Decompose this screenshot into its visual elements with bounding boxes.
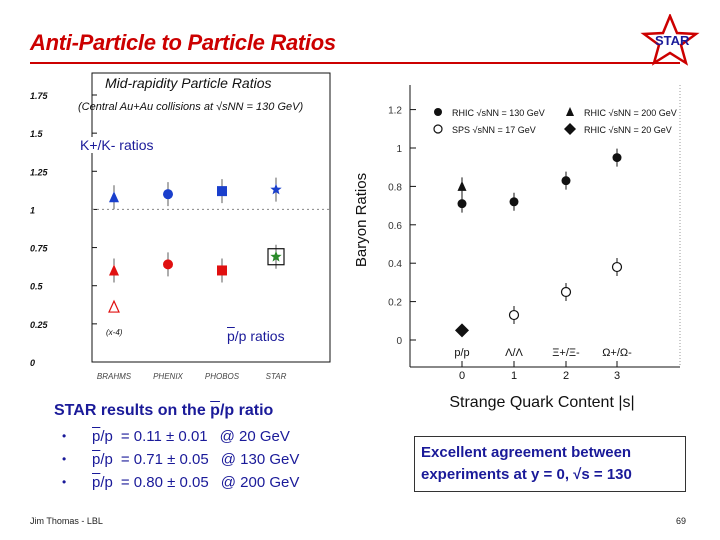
right-particle-label: p/p	[454, 347, 469, 359]
ratio-energy: @ 20 GeV	[219, 428, 290, 445]
star-pp-box	[267, 248, 285, 266]
right-xtick-label: 1	[511, 370, 517, 382]
legend-marker	[564, 123, 576, 135]
logo-text: STAR	[655, 33, 690, 48]
left-category-label: PHOBOS	[205, 372, 240, 381]
right-xtick-label: 2	[563, 370, 569, 382]
ratio-label: p/p	[92, 451, 113, 468]
kk-ratio-point	[109, 191, 119, 203]
ratio-energy: @ 130 GeV	[220, 451, 300, 468]
left-ytick-label: 1.5	[30, 129, 44, 139]
right-particle-label: Ω+/Ω-	[602, 347, 632, 359]
right-ytick-label: 0.2	[388, 298, 402, 309]
left-ytick-label: 1.75	[30, 91, 49, 101]
results-title-suffix: /p ratio	[219, 402, 274, 419]
left-chart-subtitle: (Central Au+Au collisions at √sNN = 130 …	[78, 101, 303, 113]
right-xlabel: Strange Quark Content |s|	[449, 394, 634, 411]
results-row: • p/p = 0.80 ± 0.05 @ 200 GeV	[62, 471, 299, 494]
left-ytick-label: 0.75	[30, 244, 49, 254]
kk-ratios-label: K+/K- ratios	[78, 137, 156, 153]
right-particle-label: Ξ+/Ξ-	[552, 347, 580, 359]
ratio-label: p/p	[92, 428, 113, 445]
results-title-overp: p	[210, 402, 220, 419]
baryon-ratio-point	[455, 323, 469, 338]
right-ytick-label: 0	[396, 336, 402, 347]
left-category-label: BRAHMS	[97, 372, 132, 381]
bullet: •	[62, 452, 67, 466]
pp-ratios-text: /p ratios	[234, 328, 285, 344]
results-title: STAR results on the p/p ratio	[54, 402, 273, 420]
right-ytick-label: 1	[396, 144, 402, 155]
kk-ratio-point	[217, 186, 227, 197]
agreement-callout: Excellent agreement between experiments …	[414, 436, 686, 492]
title-rule	[30, 62, 680, 64]
baryon-ratio-point	[509, 197, 519, 207]
left-category-label: PHENIX	[153, 372, 183, 381]
pp-ratios-label: p/p ratios	[225, 328, 287, 344]
right-particle-label: Λ/Λ	[505, 347, 523, 359]
legend-label: RHIC √sNN = 130 GeV	[452, 108, 545, 118]
legend-marker	[434, 108, 442, 116]
pp-x4-point	[108, 299, 120, 313]
results-row: • p/p = 0.71 ± 0.05 @ 130 GeV	[62, 448, 299, 471]
left-ytick-label: 0.25	[30, 320, 49, 330]
left-note: (x-4)	[106, 328, 123, 337]
right-ylabel: Baryon Ratios	[353, 173, 370, 267]
bullet: •	[62, 475, 67, 489]
pp-ratio-point	[217, 265, 227, 276]
ratio-value: = 0.80 ± 0.05	[120, 474, 209, 491]
results-title-prefix: STAR results on the	[54, 402, 211, 419]
left-ytick-label: 0.5	[30, 282, 44, 292]
left-plot-frame	[91, 72, 331, 363]
kk-ratio-point	[163, 189, 173, 200]
baryon-ratio-point	[508, 309, 520, 321]
left-ytick-label: 1	[30, 205, 35, 215]
legend-marker	[566, 107, 574, 116]
right-ytick-label: 0.8	[388, 182, 402, 193]
ratio-value: = 0.11 ± 0.01	[120, 428, 208, 445]
ratio-value: = 0.71 ± 0.05	[120, 451, 209, 468]
right-xtick-label: 3	[614, 370, 620, 382]
left-chart-title: Mid-rapidity Particle Ratios	[105, 75, 272, 91]
pp-ratios-overlined-p: p	[227, 328, 235, 344]
footer-author: Jim Thomas - LBL	[30, 516, 103, 526]
baryon-ratio-point	[611, 261, 623, 273]
legend-marker	[433, 124, 443, 134]
left-category-label: STAR	[266, 372, 287, 381]
baryon-ratio-point	[457, 180, 467, 191]
legend-label: SPS √sNN = 17 GeV	[452, 125, 536, 135]
page-number: 69	[676, 516, 687, 526]
baryon-ratio-point	[560, 286, 572, 298]
ratio-energy: @ 200 GeV	[220, 474, 300, 491]
baryon-ratio-point	[457, 199, 467, 209]
pp-ratio-point	[270, 250, 282, 262]
pp-ratio-point	[109, 264, 119, 276]
legend-label: RHIC √sNN = 20 GeV	[584, 125, 672, 135]
baryon-ratio-point	[612, 153, 622, 163]
bullet: •	[62, 429, 67, 443]
right-ytick-label: 0.6	[388, 221, 402, 232]
kk-ratio-point	[270, 183, 282, 195]
right-ytick-label: 1.2	[388, 106, 402, 117]
star-logo-icon	[640, 14, 700, 66]
ratio-label: p/p	[92, 474, 113, 491]
legend-label: RHIC √sNN = 200 GeV	[584, 108, 677, 118]
results-list: • p/p = 0.11 ± 0.01 @ 20 GeV • p/p = 0.7…	[62, 425, 299, 494]
callout-line-2: experiments at y = 0, √s = 130	[421, 466, 632, 483]
baryon-ratio-point	[561, 176, 571, 186]
right-ytick-label: 0.4	[388, 259, 402, 270]
right-xtick-label: 0	[459, 370, 465, 382]
left-ytick-label: 1.25	[30, 167, 49, 177]
slide-title: Anti-Particle to Particle Ratios	[30, 30, 336, 55]
results-row: • p/p = 0.11 ± 0.01 @ 20 GeV	[62, 425, 299, 448]
pp-ratio-point	[163, 259, 173, 270]
left-ytick-label: 0	[30, 358, 35, 368]
callout-line-1: Excellent agreement between	[421, 444, 632, 461]
